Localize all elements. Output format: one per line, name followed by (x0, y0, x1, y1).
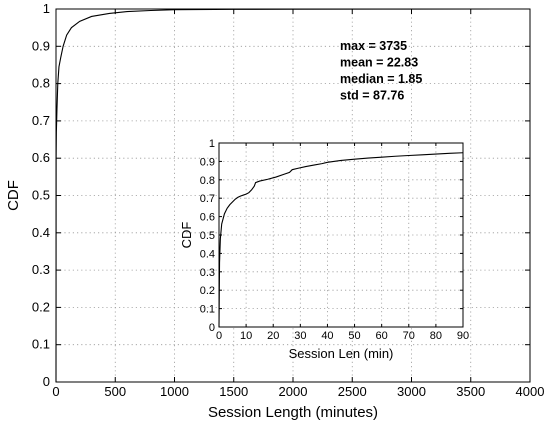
main-x-tick-label: 500 (104, 384, 126, 399)
main-y-tick-label: 0.1 (32, 337, 50, 352)
inset-y-tick-label: 0.4 (200, 248, 215, 260)
inset-x-tick-label: 10 (240, 330, 252, 342)
inset-y-axis-title: CDF (179, 222, 194, 249)
inset-y-tick-label: 0.2 (200, 285, 215, 297)
main-y-tick-label: 0.7 (32, 113, 50, 128)
inset-y-tick-label: 0.6 (200, 212, 215, 224)
main-y-tick-label: 0.4 (32, 225, 50, 240)
inset-y-tick-label: 0 (209, 322, 215, 334)
main-y-tick-label: 0 (43, 374, 50, 389)
main-x-tick-label: 4000 (516, 384, 545, 399)
inset-x-tick-label: 70 (403, 330, 415, 342)
main-y-tick-label: 1 (43, 1, 50, 16)
inset-x-tick-label: 30 (294, 330, 306, 342)
main-x-tick-label: 1500 (219, 384, 248, 399)
main-y-tick-label: 0.3 (32, 262, 50, 277)
inset-x-tick-label: 90 (457, 330, 469, 342)
inset-y-tick-label: 0.5 (200, 230, 215, 242)
inset-cdf-line (218, 152, 464, 328)
stats-annotation: max = 3735 (340, 39, 407, 53)
inset-y-tick-label: 1 (209, 138, 215, 150)
inset-x-tick-label: 50 (348, 330, 360, 342)
inset-x-tick-label: 80 (430, 330, 442, 342)
inset-x-axis-title: Session Len (min) (289, 346, 394, 361)
inset-y-tick-label: 0.3 (200, 267, 215, 279)
stats-annotation: mean = 22.83 (340, 56, 418, 70)
main-y-tick-label: 0.6 (32, 150, 50, 165)
inset-x-tick-label: 0 (216, 330, 222, 342)
inset-y-tick-label: 0.8 (200, 175, 215, 187)
main-x-axis-title: Session Length (minutes) (208, 404, 378, 421)
inset-x-tick-label: 20 (267, 330, 279, 342)
main-x-tick-label: 1000 (160, 384, 189, 399)
main-x-tick-label: 0 (52, 384, 59, 399)
inset-y-tick-label: 0.1 (200, 304, 215, 316)
main-y-tick-label: 0.9 (32, 38, 50, 53)
inset-x-tick-label: 60 (376, 330, 388, 342)
main-y-axis-title: CDF (5, 180, 22, 211)
inset-x-tick-label: 40 (321, 330, 333, 342)
main-x-tick-label: 3500 (456, 384, 485, 399)
main-x-tick-label: 2000 (279, 384, 308, 399)
main-y-tick-label: 0.5 (32, 188, 50, 203)
main-x-tick-label: 2500 (338, 384, 367, 399)
main-x-tick-label: 3000 (397, 384, 426, 399)
stats-annotation: std = 87.76 (340, 89, 404, 103)
inset-plot: 0 10 20 30 40 50 60 70 80 90 0 0.1 0.2 0.3 0.4 0.5 0.6 0.… (179, 138, 469, 361)
main-y-tick-label: 0.2 (32, 299, 50, 314)
stats-annotation: median = 1.85 (340, 72, 422, 86)
inset-y-tick-label: 0.9 (200, 156, 215, 168)
inset-y-tick-label: 0.7 (200, 193, 215, 205)
main-y-tick-label: 0.8 (32, 76, 50, 91)
